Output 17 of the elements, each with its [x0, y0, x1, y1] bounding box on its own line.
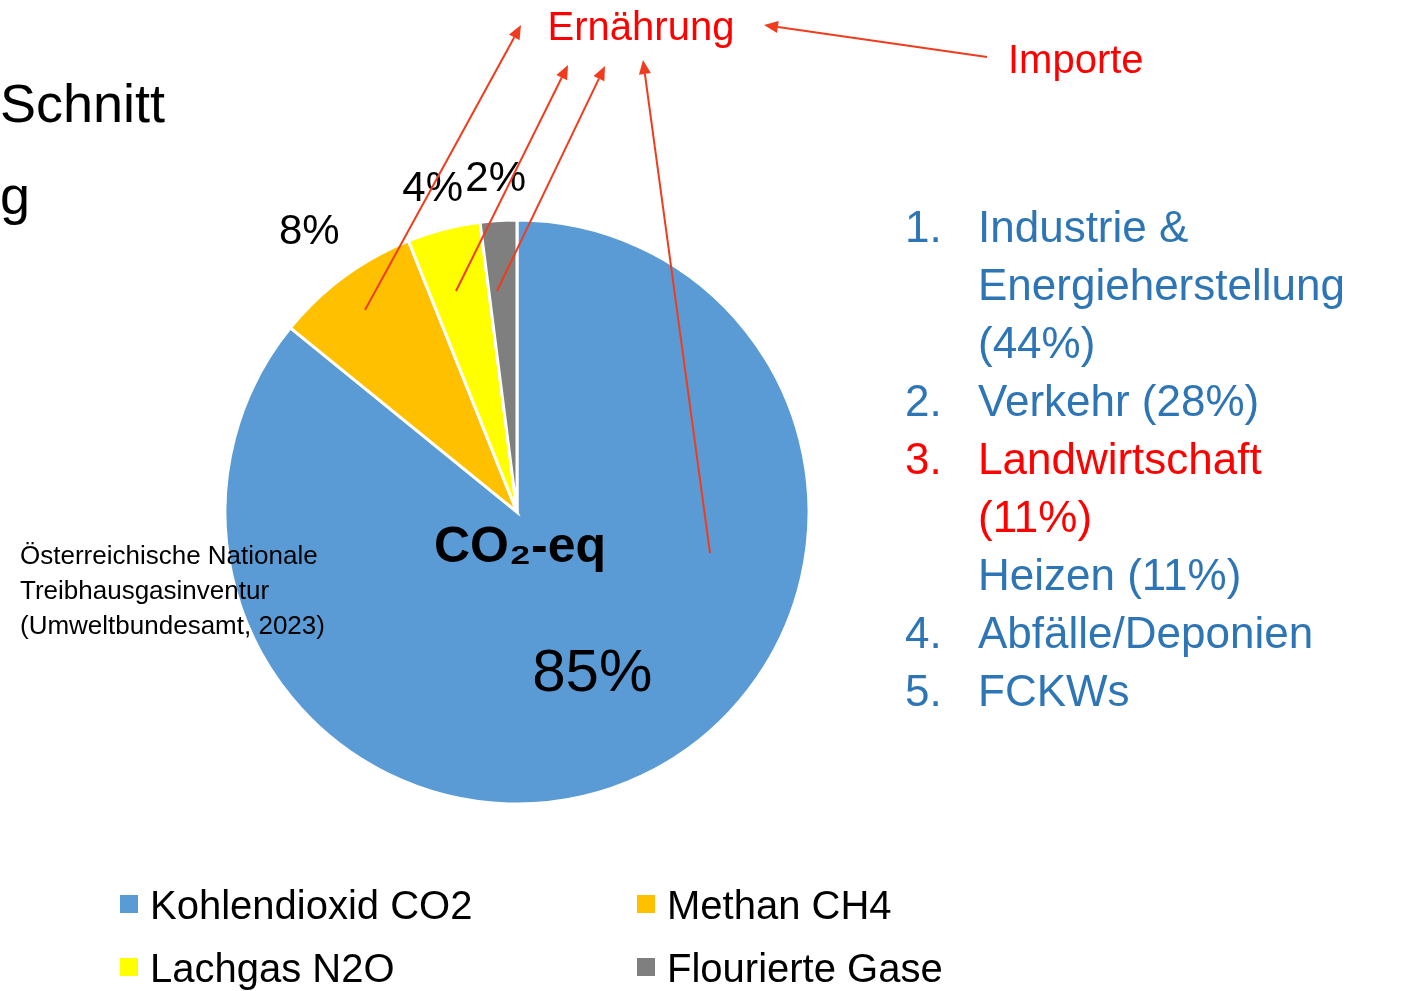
text: Heizen (11%) [978, 550, 1242, 599]
text: 2. Verkehr (28%) [905, 376, 1260, 425]
text: CO₂-eq [433, 517, 607, 573]
legend-label: Lachgas N2O [150, 946, 395, 990]
text: g [0, 165, 31, 225]
text: 1. Industrie & Energieherstellung (44%) [905, 202, 1345, 367]
legend-label: Flourierte Gase [667, 946, 943, 990]
text: 3. Landwirtschaft (11%) [905, 434, 1262, 541]
data-label: 85% [532, 636, 653, 704]
text: Ernährung [547, 4, 735, 48]
text: Schnitt [0, 73, 166, 133]
text: 5. FCKWs [905, 666, 1130, 715]
legend-label: Kohlendioxid CO2 [150, 883, 473, 927]
data-label: 8% [278, 206, 340, 254]
text: 4. Abfälle/Deponien [905, 608, 1314, 657]
legend-label: Methan CH4 [667, 883, 892, 927]
text: Importe [1008, 37, 1144, 81]
